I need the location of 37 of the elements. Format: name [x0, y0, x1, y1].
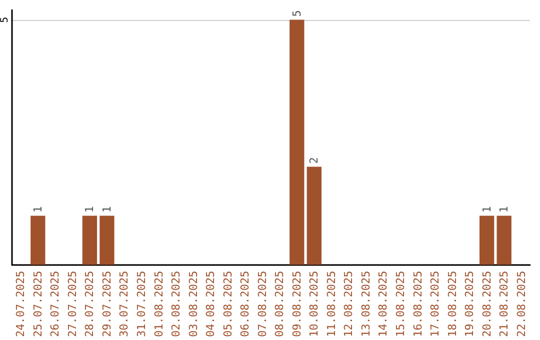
x-tick-label: 14.08.2025	[376, 270, 390, 338]
x-tick-label: 30.07.2025	[118, 270, 131, 338]
x-tick-label: 28.07.2025	[83, 270, 96, 338]
x-tick-label: 15.08.2025	[394, 270, 407, 338]
x-tick-label: 29.07.2025	[100, 270, 114, 338]
x-tick-label: 10.08.2025	[308, 270, 321, 338]
x-tick-label: 08.08.2025	[273, 270, 286, 338]
x-tick-label: 12.08.2025	[342, 270, 356, 338]
data-label: 1	[498, 206, 511, 213]
x-tick-label: 01.08.2025	[152, 270, 166, 338]
x-tick-label: 07.08.2025	[256, 270, 269, 338]
x-tick-label: 11.08.2025	[324, 270, 338, 338]
x-tick-label: 25.07.2025	[31, 270, 44, 338]
data-label: 2	[308, 157, 321, 164]
x-tick-label: 03.08.2025	[186, 270, 200, 338]
x-tick-label: 18.08.2025	[446, 270, 459, 338]
x-tick-label: 04.08.2025	[204, 270, 218, 338]
data-label: 1	[480, 206, 494, 213]
x-tick-label: 02.08.2025	[170, 270, 183, 338]
x-tick-label: 13.08.2025	[359, 270, 372, 338]
x-tick-label: 17.08.2025	[428, 270, 442, 338]
x-tick-label: 06.08.2025	[238, 270, 252, 338]
x-tick-label: 22.08.2025	[514, 270, 528, 338]
data-label: 1	[100, 206, 114, 213]
x-tick-label: 31.07.2025	[135, 270, 148, 338]
x-tick-label: 24.07.2025	[14, 270, 28, 338]
x-tick-label: 21.08.2025	[498, 270, 511, 338]
data-label: 5	[290, 10, 304, 17]
x-tick-label: 20.08.2025	[480, 270, 494, 338]
x-tick-label: 26.07.2025	[48, 270, 62, 338]
x-tick-label: 27.07.2025	[66, 270, 79, 338]
x-tick-label: 05.08.2025	[221, 270, 234, 338]
data-label: 1	[31, 206, 44, 213]
x-tick-label: 19.08.2025	[463, 270, 476, 338]
x-tick-label: 16.08.2025	[411, 270, 424, 338]
x-tick-label: 09.08.2025	[290, 270, 304, 338]
data-label: 1	[83, 206, 96, 213]
